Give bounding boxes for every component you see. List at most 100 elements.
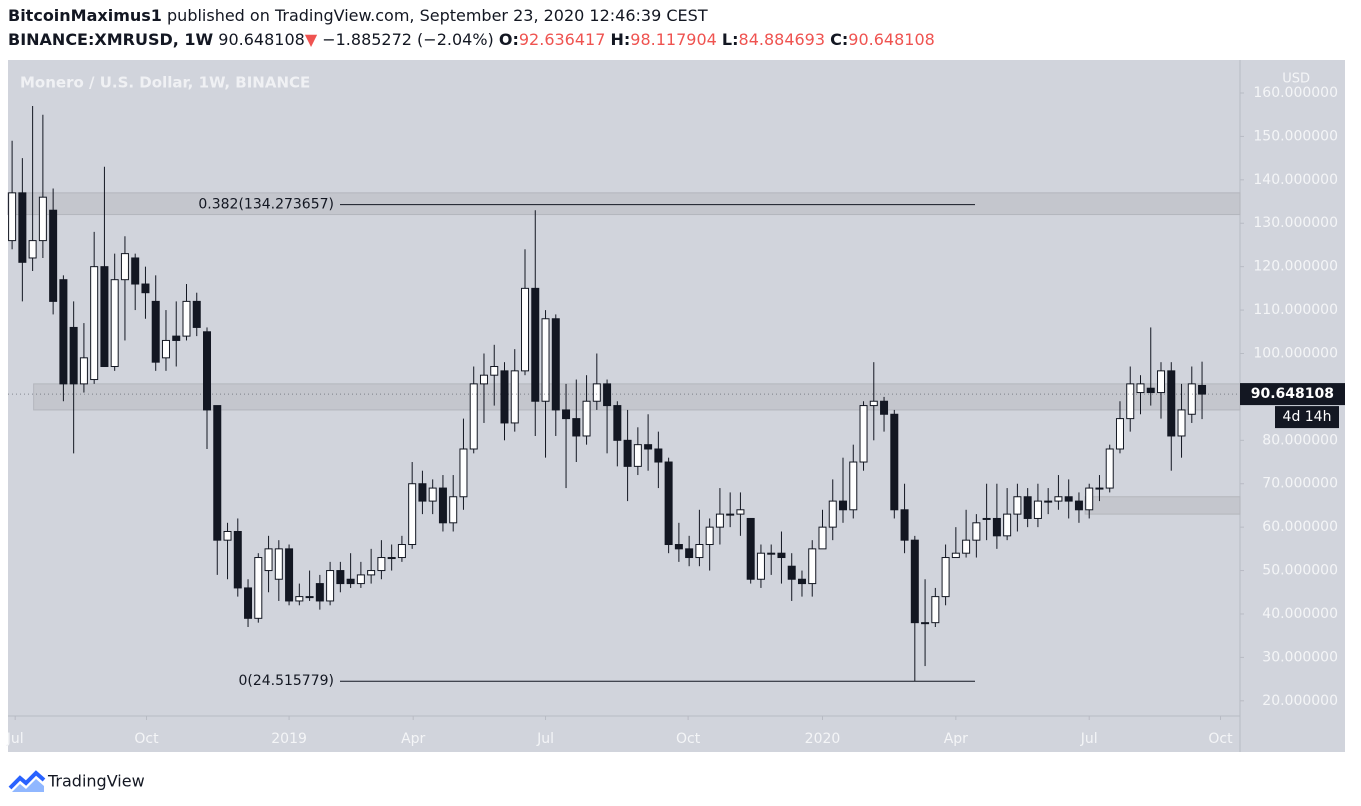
candle-body bbox=[736, 509, 745, 515]
candle-body bbox=[962, 539, 971, 554]
symbol: BINANCE:XMRUSD, 1W bbox=[8, 30, 214, 49]
candle-body bbox=[213, 405, 222, 541]
candle-body bbox=[274, 548, 283, 580]
candle-body bbox=[479, 374, 488, 385]
candle-body bbox=[1126, 383, 1135, 420]
candle-body bbox=[469, 383, 478, 450]
candle-body bbox=[592, 383, 601, 402]
fib-label: 0(24.515779) bbox=[238, 673, 334, 689]
x-tick-label: Jul bbox=[536, 731, 554, 747]
candle-body bbox=[715, 513, 724, 528]
candle-body bbox=[49, 209, 58, 302]
x-tick-label: 2020 bbox=[805, 731, 841, 747]
y-tick-label: 130.000000 bbox=[1253, 215, 1338, 231]
candle-body bbox=[38, 196, 47, 242]
candle-body bbox=[1115, 418, 1124, 450]
candle-body bbox=[531, 287, 540, 402]
open-value: 92.636417 bbox=[518, 30, 606, 49]
candle-body bbox=[951, 552, 960, 559]
candle-body bbox=[551, 318, 560, 411]
candle-body bbox=[664, 461, 673, 546]
candle-body bbox=[182, 300, 191, 337]
candle-body bbox=[500, 370, 509, 424]
candle-body bbox=[787, 565, 796, 580]
candle-body bbox=[828, 500, 837, 528]
chart-title: Monero / U.S. Dollar, 1W, BINANCE bbox=[20, 74, 310, 92]
candle-body bbox=[1146, 387, 1155, 394]
candle-body bbox=[120, 253, 129, 281]
candle-body bbox=[305, 596, 314, 599]
candle-body bbox=[1003, 513, 1012, 537]
x-tick-label: Apr bbox=[401, 731, 425, 747]
candle-body bbox=[541, 318, 550, 402]
candle-body bbox=[582, 400, 591, 437]
candle-body bbox=[1177, 409, 1186, 437]
candle-body bbox=[1085, 487, 1094, 511]
x-tick-label: Oct bbox=[134, 731, 159, 747]
y-tick-label: 40.000000 bbox=[1262, 606, 1338, 622]
candle-body bbox=[705, 526, 714, 546]
candle-body bbox=[295, 596, 304, 602]
candle-body bbox=[1167, 370, 1176, 437]
candle-body bbox=[244, 587, 253, 619]
candle-body bbox=[685, 548, 694, 559]
x-tick-label: Oct bbox=[676, 731, 701, 747]
candle-body bbox=[644, 444, 653, 450]
candle-body bbox=[223, 530, 232, 541]
low-value: 84.884693 bbox=[738, 30, 826, 49]
candle-body bbox=[849, 461, 858, 511]
candle-body bbox=[438, 487, 447, 524]
candle-body bbox=[18, 192, 27, 263]
logo-icon bbox=[8, 770, 46, 792]
open-label: O: bbox=[498, 30, 519, 49]
symbol-line: BINANCE:XMRUSD, 1W 90.648108▼ −1.885272 … bbox=[8, 30, 935, 49]
candle-body bbox=[510, 370, 519, 424]
candle-body bbox=[859, 405, 868, 463]
candle-body bbox=[562, 409, 571, 420]
candle-body bbox=[192, 300, 201, 328]
candle-body bbox=[767, 552, 776, 555]
high-value: 98.117904 bbox=[630, 30, 717, 49]
change: −1.885272 (−2.04%) bbox=[322, 30, 494, 49]
candle-body bbox=[654, 448, 663, 463]
candle-body bbox=[869, 400, 878, 407]
high-label: H: bbox=[610, 30, 631, 49]
y-tick-label: 60.000000 bbox=[1262, 519, 1338, 535]
published: published on TradingView.com, September … bbox=[167, 6, 708, 25]
candle-body bbox=[408, 483, 417, 546]
candle-body bbox=[674, 544, 683, 550]
candle-body bbox=[992, 517, 1001, 537]
candle-body bbox=[397, 544, 406, 559]
candle-body bbox=[356, 574, 365, 585]
close-value: 90.648108 bbox=[848, 30, 935, 49]
candle-body bbox=[254, 557, 263, 619]
candle-body bbox=[1044, 500, 1053, 503]
candle-body bbox=[233, 530, 242, 589]
candle-body bbox=[972, 522, 981, 541]
candle-body bbox=[890, 413, 899, 511]
candle-body bbox=[377, 557, 386, 572]
axis-unit: USD bbox=[1282, 72, 1310, 87]
zone bbox=[1084, 496, 1241, 515]
y-tick-label: 140.000000 bbox=[1253, 172, 1338, 188]
candle-body bbox=[326, 570, 335, 602]
candle-body bbox=[777, 552, 786, 559]
candle-body bbox=[880, 400, 889, 415]
candle-body bbox=[839, 500, 848, 511]
candle-body bbox=[695, 544, 704, 559]
candle-body bbox=[8, 192, 17, 242]
x-tick-label: 2019 bbox=[271, 731, 307, 747]
last-price-label: 90.648108 bbox=[1251, 386, 1334, 402]
y-tick-label: 110.000000 bbox=[1253, 302, 1338, 318]
candle-body bbox=[151, 300, 160, 363]
y-tick-label: 70.000000 bbox=[1262, 476, 1338, 492]
candle-body bbox=[1064, 496, 1073, 502]
candle-body bbox=[1095, 487, 1104, 490]
candle-body bbox=[1074, 500, 1083, 511]
candle-body bbox=[982, 517, 991, 520]
brand: TradingView bbox=[47, 772, 145, 791]
candle-body bbox=[1054, 496, 1063, 502]
candle-body bbox=[941, 557, 950, 598]
candle-body bbox=[910, 539, 919, 624]
